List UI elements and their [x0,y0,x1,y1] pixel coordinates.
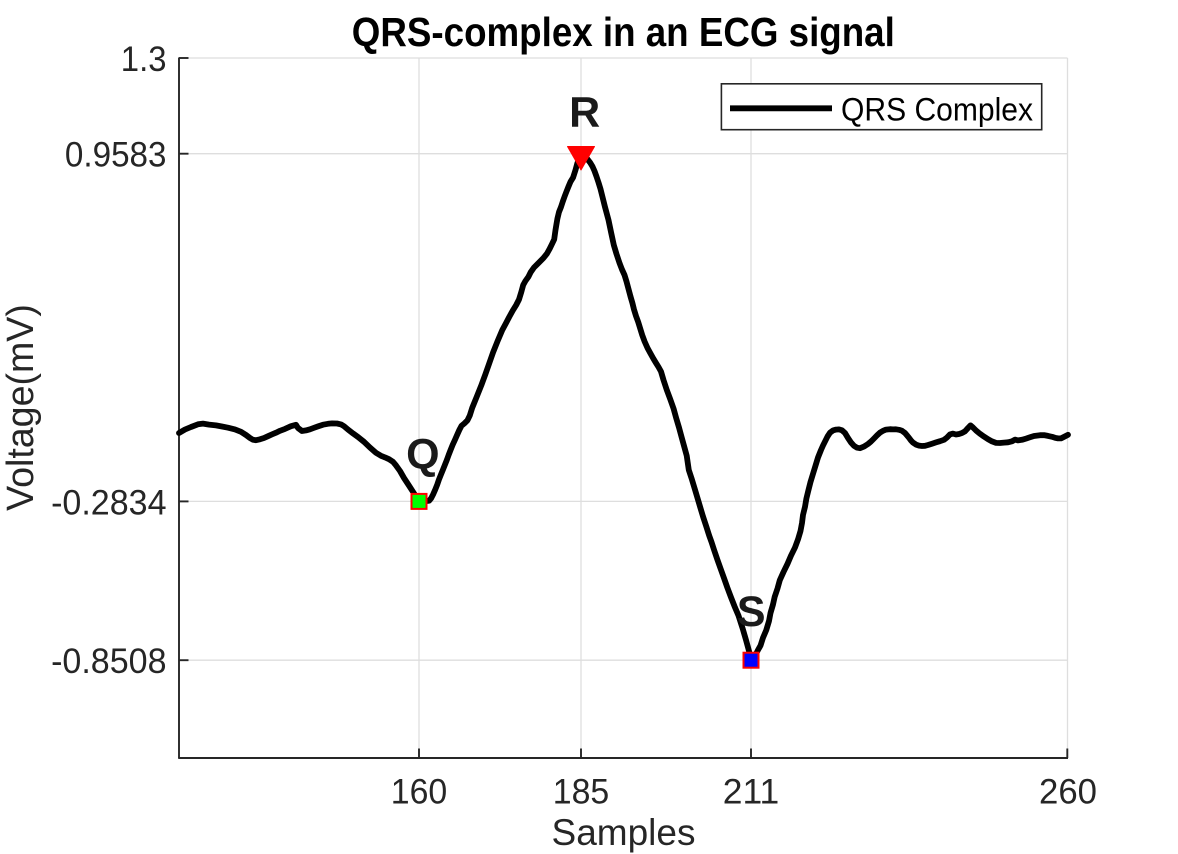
svg-text:1.3: 1.3 [121,39,167,79]
svg-text:QRS-complex in an ECG signal: QRS-complex in an ECG signal [352,9,895,55]
svg-text:211: 211 [723,771,780,811]
svg-text:R: R [569,89,600,137]
svg-text:185: 185 [553,771,610,811]
svg-text:-0.8508: -0.8508 [51,641,166,681]
svg-text:Voltage(mV): Voltage(mV) [0,304,41,511]
svg-text:-0.2834: -0.2834 [51,482,166,522]
svg-text:0.9583: 0.9583 [65,135,167,175]
svg-text:260: 260 [1039,771,1097,811]
svg-text:160: 160 [391,771,448,811]
svg-text:Samples: Samples [552,812,696,853]
svg-text:QRS Complex: QRS Complex [841,91,1033,127]
svg-text:S: S [737,588,766,636]
svg-text:Q: Q [406,430,439,478]
